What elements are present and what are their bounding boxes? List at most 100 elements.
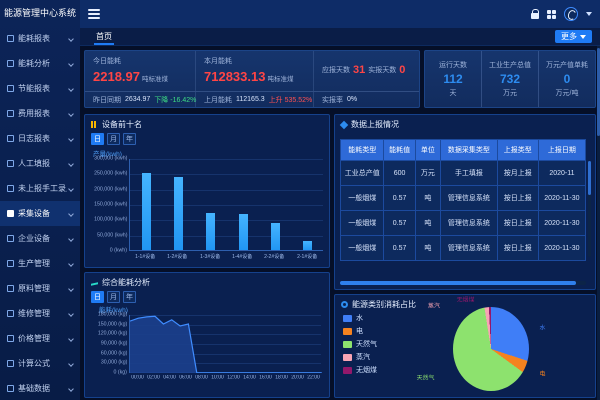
- line-panel-title: 综合能耗分析: [102, 278, 150, 287]
- chevron-down-icon: [68, 35, 74, 42]
- period-toggle-2[interactable]: 年: [123, 291, 136, 303]
- bar: [303, 240, 313, 250]
- table-panel-icon: [339, 120, 349, 129]
- legend-item[interactable]: 电: [343, 326, 377, 336]
- report-table: 能耗类型 能耗值 单位 数据采集类型 上报类型 上报日期 工业总产值 600 万元 手工填报 按月…: [339, 139, 587, 261]
- sidebar-item[interactable]: 价格管理: [0, 326, 80, 351]
- more-button[interactable]: 更多: [555, 30, 592, 43]
- sidebar-item-label: 日志报表: [18, 134, 50, 143]
- sidebar-item[interactable]: 采集设备: [0, 201, 80, 226]
- chevron-down-icon: [68, 85, 74, 92]
- manual-fill-icon: [7, 160, 14, 167]
- table-vertical-scrollbar[interactable]: [588, 161, 591, 257]
- sidebar-item[interactable]: 节能报表: [0, 76, 80, 101]
- legend-item[interactable]: 蒸汽: [343, 352, 377, 362]
- x-tick-label: 06:00: [179, 375, 192, 381]
- y-tick-label: 100,000 (kwh): [93, 217, 127, 223]
- menu-icon[interactable]: [88, 9, 100, 19]
- legend-item[interactable]: 天然气: [343, 339, 377, 349]
- table-cell: 万元: [414, 160, 441, 186]
- production-icon: [7, 260, 14, 267]
- table-header-cell: 上报日期: [537, 139, 587, 161]
- report-table-panel: 数据上报情况 能耗类型 能耗值 单位 数据采集类型 上报类型 上报日期 工业总产值 600 万…: [334, 114, 596, 290]
- legend-item[interactable]: 无烟煤: [343, 365, 377, 375]
- apps-grid-icon[interactable]: [547, 9, 556, 19]
- sidebar-item[interactable]: 生产管理: [0, 251, 80, 276]
- sidebar-item[interactable]: 费用报表: [0, 101, 80, 126]
- sidebar-item-label: 计算公式: [18, 359, 50, 368]
- sidebar-item[interactable]: 维修管理: [0, 301, 80, 326]
- due-days-label: 应报天数: [322, 67, 350, 74]
- x-tick-label: 16:00: [259, 375, 272, 381]
- sidebar-item[interactable]: 未上报手工录入: [0, 176, 80, 201]
- period-toggle-2[interactable]: 年: [123, 133, 136, 145]
- pie-legend: 水电天然气蒸汽无烟煤: [343, 313, 377, 375]
- period-toggle-0[interactable]: 日: [91, 291, 104, 303]
- chevron-down-icon: [68, 335, 74, 342]
- table-cell: 2020-11-30: [537, 210, 587, 236]
- pie-chart-icon: [341, 301, 348, 308]
- legend-item[interactable]: 水: [343, 313, 377, 323]
- lock-icon[interactable]: [531, 9, 539, 19]
- user-avatar[interactable]: [564, 7, 578, 21]
- table-cell: 按日上报: [496, 210, 539, 236]
- grid-line: [130, 334, 321, 336]
- stat-month-unit: 吨标准煤: [267, 76, 294, 83]
- x-tick-label: 18:00: [275, 375, 288, 381]
- sidebar-item-label: 价格管理: [18, 334, 50, 343]
- x-tick-label: 20:00: [291, 375, 304, 381]
- line-period-toggle: 日月年: [91, 291, 136, 303]
- table-cell: 按日上报: [496, 235, 539, 261]
- tab-home[interactable]: 首页: [88, 28, 120, 45]
- y-tick-label: 30,000 (kg): [100, 360, 127, 366]
- sidebar-item-label: 采集设备: [18, 209, 50, 218]
- period-toggle-1[interactable]: 月: [107, 291, 120, 303]
- pie-chart: [453, 307, 529, 391]
- trend-badge: 下降 -16.42%: [154, 96, 197, 104]
- sidebar-item-label: 原料管理: [18, 284, 50, 293]
- sidebar-item-label: 能耗分析: [18, 59, 50, 68]
- legend-label: 无烟煤: [356, 367, 377, 374]
- chevron-down-icon: [68, 60, 74, 67]
- chevron-down-icon: [68, 110, 74, 117]
- actual-days-label: 实报天数: [368, 67, 397, 74]
- grid-line: [130, 205, 323, 206]
- sidebar-item[interactable]: 基础数据: [0, 376, 80, 400]
- y-tick-label: 0 (kwh): [109, 247, 127, 254]
- table-cell: 一般烟煤: [339, 235, 385, 261]
- y-tick-label: 50,000 (kwh): [96, 232, 127, 238]
- page-scrollbar[interactable]: [597, 46, 600, 400]
- app-title: 能源管理中心系统: [3, 8, 76, 18]
- sidebar-item[interactable]: 能耗报表: [0, 26, 80, 51]
- ops-metric-unit: 万元/吨: [555, 90, 579, 97]
- grid-line: [130, 363, 321, 365]
- legend-swatch: [343, 366, 352, 374]
- grid-line: [130, 315, 321, 316]
- energy-saving-icon: [7, 85, 14, 92]
- bar: [141, 172, 151, 250]
- sidebar-item[interactable]: 计算公式: [0, 351, 80, 376]
- period-toggle-0[interactable]: 日: [91, 133, 104, 145]
- sidebar-item[interactable]: 日志报表: [0, 126, 80, 151]
- sidebar-item-label: 能耗报表: [18, 34, 50, 43]
- sidebar-item[interactable]: 企业设备: [0, 226, 80, 251]
- cost-report-icon: [7, 110, 14, 117]
- stat-month-value: 712833.13: [204, 69, 266, 84]
- table-cell: 吨: [414, 185, 441, 211]
- sidebar-item[interactable]: 人工填报: [0, 151, 80, 176]
- period-toggle-1[interactable]: 月: [107, 133, 120, 145]
- sidebar-item[interactable]: 原料管理: [0, 276, 80, 301]
- formula-icon: [7, 360, 14, 367]
- sidebar-item-label: 企业设备: [18, 234, 50, 243]
- grid-line: [130, 353, 321, 355]
- analysis-icon: [7, 60, 14, 67]
- device-icon: [7, 235, 14, 242]
- chevron-down-icon[interactable]: [586, 12, 592, 16]
- chevron-down-icon: [580, 34, 586, 39]
- more-button-label: 更多: [561, 32, 577, 41]
- stat-today-unit: 吨标准煤: [142, 76, 168, 83]
- table-horizontal-scrollbar[interactable]: [340, 281, 586, 285]
- sidebar-item[interactable]: 能耗分析: [0, 51, 80, 76]
- grid-line: [130, 159, 323, 160]
